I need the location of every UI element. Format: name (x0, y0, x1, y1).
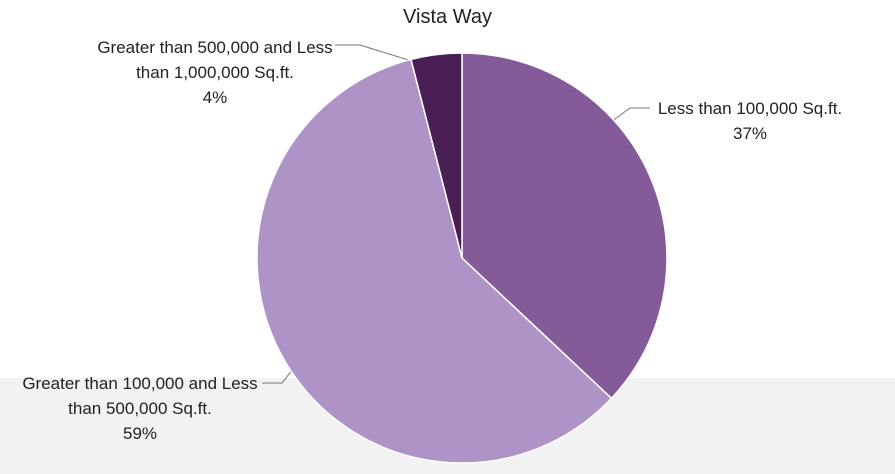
pie-slice (461, 52, 668, 400)
slice-label: Greater than 100,000 and Less than 500,0… (20, 371, 260, 446)
pie-slice (410, 52, 463, 259)
category-label: Greater than 100,000 and Less than 500,0… (22, 374, 258, 418)
pie-slice (256, 58, 613, 464)
slice-label: Greater than 500,000 and Less than 1,000… (90, 35, 340, 110)
category-label: Greater than 500,000 and Less than 1,000… (97, 38, 333, 82)
value-label: 37% (732, 124, 768, 143)
value-label: 4% (202, 88, 228, 107)
value-label: 59% (122, 424, 158, 443)
leader-line (335, 44, 416, 63)
chart-title: Vista Way (403, 6, 492, 28)
category-label: Less than 100,000 Sq.ft. (657, 99, 843, 118)
slice-label: Less than 100,000 Sq.ft. 37% (645, 96, 855, 146)
